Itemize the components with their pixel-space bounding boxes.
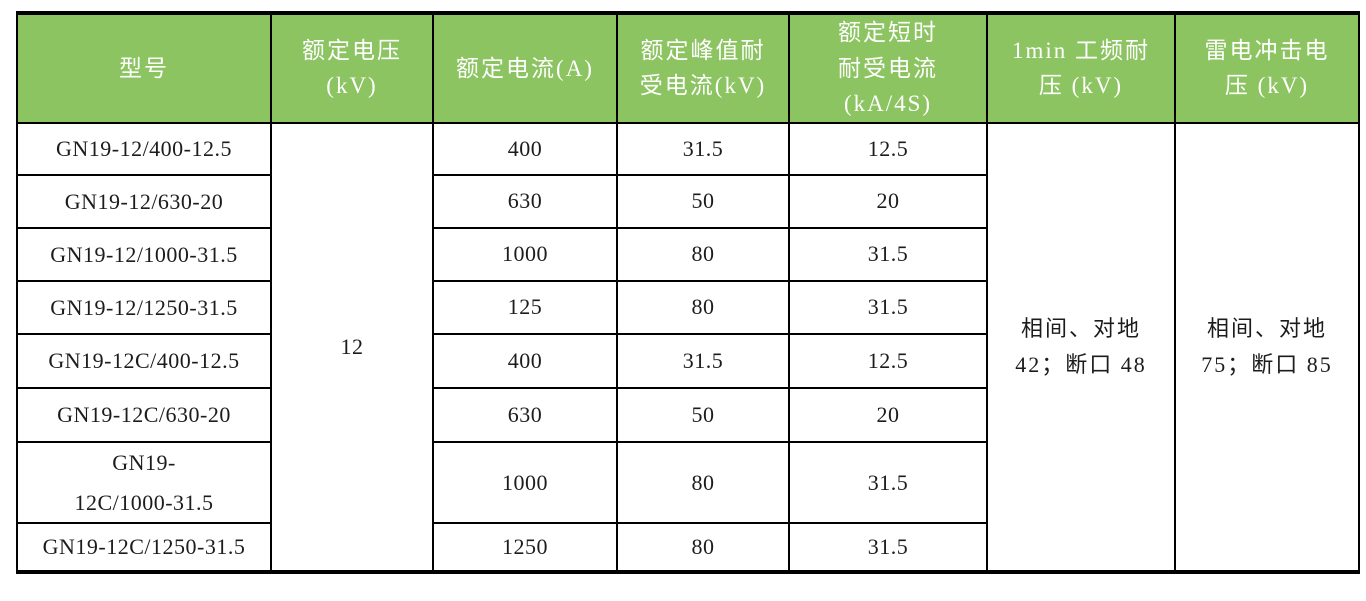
col-header-peak-withstand-current: 额定峰值耐 受电流(kV) bbox=[616, 12, 790, 124]
table-row: GN19-12/1250-31.5 125 80 31.5 bbox=[16, 279, 1359, 335]
model-cell: GN19-12/1000-31.5 bbox=[16, 226, 272, 282]
specification-table: 型号 额定电压 (kV) 额定电流(A) 额定峰值耐 受电流(kV) 额定短时 … bbox=[16, 11, 1360, 575]
lightning-impulse-cell: 相间、对地 75；断口 85 bbox=[1174, 121, 1360, 574]
header-row: 型号 额定电压 (kV) 额定电流(A) 额定峰值耐 受电流(kV) 额定短时 … bbox=[16, 12, 1360, 124]
table-row: GN19-12/630-20 630 50 20 bbox=[16, 173, 1359, 229]
short-time-withstand-current-cell: 20 bbox=[788, 173, 988, 229]
peak-withstand-current-cell: 80 bbox=[616, 226, 790, 282]
model-cell: GN19-12C/400-12.5 bbox=[16, 332, 272, 389]
col-header-rated-voltage: 额定电压 (kV) bbox=[270, 12, 434, 124]
rated-current-cell: 125 bbox=[432, 279, 618, 335]
rated-current-cell: 1250 bbox=[432, 522, 618, 574]
peak-withstand-current-cell: 50 bbox=[616, 173, 790, 229]
col-header-rated-current: 额定电流(A) bbox=[432, 12, 618, 124]
peak-withstand-current-cell: 80 bbox=[616, 279, 790, 335]
rated-current-cell: 630 bbox=[432, 386, 618, 443]
short-time-withstand-current-cell: 12.5 bbox=[788, 121, 988, 176]
peak-withstand-current-cell: 80 bbox=[616, 522, 790, 574]
short-time-withstand-current-cell: 31.5 bbox=[788, 440, 988, 525]
model-cell: GN19-12C/630-20 bbox=[16, 386, 272, 443]
rated-current-cell: 630 bbox=[432, 173, 618, 229]
power-frequency-withstand-cell: 相间、对地 42；断口 48 bbox=[986, 121, 1176, 574]
col-header-power-frequency-withstand: 1min 工频耐 压 (kV) bbox=[986, 12, 1176, 124]
rated-current-cell: 400 bbox=[432, 121, 618, 176]
col-header-model: 型号 bbox=[16, 12, 272, 124]
table-row: GN19-12C/400-12.5 400 31.5 12.5 bbox=[16, 332, 1359, 389]
table-row: GN19-12C/1250-31.5 1250 80 31.5 bbox=[16, 522, 1359, 574]
table-row: GN19- 12C/1000-31.5 1000 80 31.5 bbox=[16, 440, 1359, 525]
table-row: GN19-12C/630-20 630 50 20 bbox=[16, 386, 1359, 443]
peak-withstand-current-cell: 31.5 bbox=[616, 121, 790, 176]
table-row: GN19-12/400-12.5 12 400 31.5 12.5 相间、对地 … bbox=[16, 121, 1360, 574]
col-header-lightning-impulse: 雷电冲击电 压 (kV) bbox=[1174, 12, 1360, 124]
col-header-short-time-withstand-current: 额定短时 耐受电流 (kA/4S) bbox=[788, 12, 988, 124]
model-cell: GN19-12/1250-31.5 bbox=[16, 279, 272, 335]
short-time-withstand-current-cell: 31.5 bbox=[788, 522, 988, 574]
model-cell: GN19-12C/1250-31.5 bbox=[16, 522, 272, 574]
model-cell: GN19-12/400-12.5 bbox=[16, 121, 272, 176]
short-time-withstand-current-cell: 31.5 bbox=[788, 279, 988, 335]
rated-voltage-cell: 12 bbox=[270, 121, 434, 574]
rated-current-cell: 1000 bbox=[432, 440, 618, 525]
peak-withstand-current-cell: 50 bbox=[616, 386, 790, 443]
peak-withstand-current-cell: 80 bbox=[616, 440, 790, 525]
short-time-withstand-current-cell: 12.5 bbox=[788, 332, 988, 389]
model-cell: GN19-12/630-20 bbox=[16, 173, 272, 229]
rated-current-cell: 400 bbox=[432, 332, 618, 389]
short-time-withstand-current-cell: 20 bbox=[788, 386, 988, 443]
model-cell: GN19- 12C/1000-31.5 bbox=[16, 440, 272, 525]
table-row: GN19-12/1000-31.5 1000 80 31.5 bbox=[16, 226, 1359, 282]
short-time-withstand-current-cell: 31.5 bbox=[788, 226, 988, 282]
rated-current-cell: 1000 bbox=[432, 226, 618, 282]
peak-withstand-current-cell: 31.5 bbox=[616, 332, 790, 389]
